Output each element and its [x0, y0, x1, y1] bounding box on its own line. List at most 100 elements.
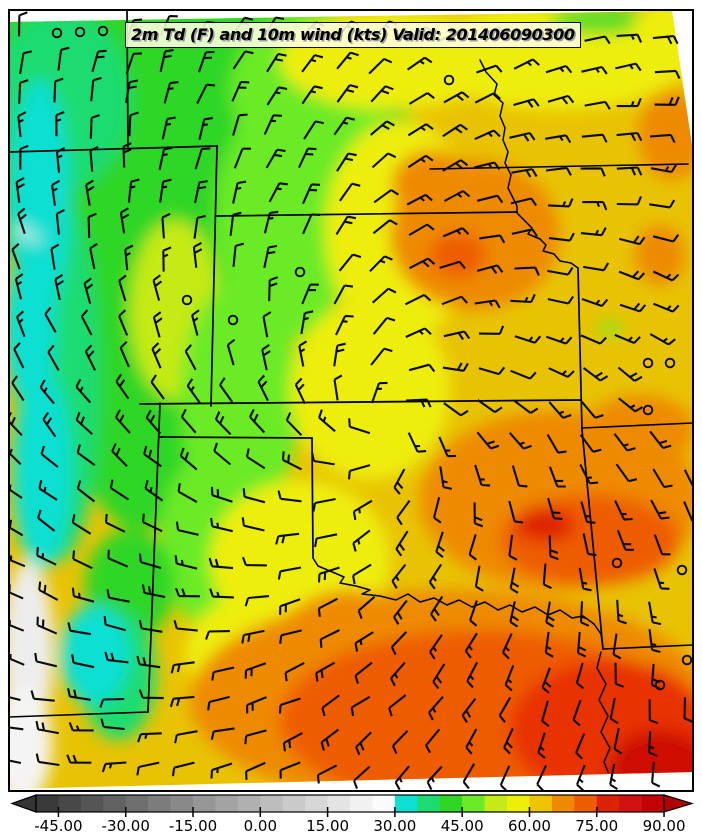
- wind-barb: [76, 480, 96, 503]
- wind-barb: [284, 661, 305, 682]
- wind-barb: [311, 452, 335, 466]
- wind-barb: [473, 502, 484, 528]
- wind-barb: [547, 94, 575, 105]
- wind-barb: [462, 763, 476, 790]
- border-tx-ar-river: [596, 651, 611, 773]
- wind-barb: [652, 468, 673, 489]
- border-co-ut: [210, 145, 218, 407]
- wind-barb: [17, 11, 28, 37]
- colorbar-segment: [484, 795, 508, 812]
- wind-barb: [333, 116, 355, 136]
- colorbar-segment: [193, 795, 216, 812]
- wind-barb: [510, 197, 537, 207]
- wind-barb: [161, 212, 171, 239]
- colorbar-tick-label: -15.00: [169, 817, 217, 835]
- wind-barb: [355, 731, 372, 756]
- wind-barb: [163, 81, 179, 104]
- wind-barb: [193, 214, 206, 239]
- wind-barb: [315, 661, 336, 682]
- wind-barb: [473, 161, 501, 171]
- wind-barb: [579, 464, 599, 485]
- border-37n-co-ks-south: [139, 399, 581, 405]
- wind-barb: [394, 765, 410, 791]
- wind-barb: [231, 80, 250, 102]
- colorbar-segment: [619, 795, 642, 812]
- wind-barb: [406, 193, 433, 206]
- wind-barb: [370, 120, 395, 136]
- wind-barb: [618, 270, 646, 281]
- wind-barb: [285, 412, 303, 436]
- wind-barb: [67, 688, 91, 701]
- calm-station-circle: [51, 27, 63, 39]
- wind-barb: [428, 696, 444, 721]
- wind-barb: [173, 620, 198, 632]
- wind-barb: [122, 142, 132, 168]
- wind-barb: [17, 207, 27, 235]
- wind-barb: [268, 182, 288, 203]
- wind-barb: [443, 91, 470, 104]
- wind-barb: [198, 117, 213, 140]
- wind-barb: [468, 534, 477, 561]
- wind-barb: [616, 131, 643, 142]
- wind-barb: [616, 97, 642, 108]
- wind-barb: [352, 563, 372, 585]
- colorbar-segment: [372, 795, 396, 812]
- border-ok-ar: [581, 429, 604, 650]
- wind-barb: [263, 210, 279, 234]
- calm-station-circle: [664, 357, 676, 369]
- wind-barb: [170, 661, 195, 674]
- wind-barb: [36, 616, 58, 635]
- wind-barb: [263, 244, 278, 269]
- wind-barb: [619, 302, 647, 313]
- wind-barb: [55, 147, 66, 173]
- wind-barb: [584, 35, 611, 45]
- wind-barb: [294, 377, 306, 405]
- wind-barb: [514, 266, 540, 276]
- border-mo-ar: [581, 422, 693, 429]
- colorbar-segment: [574, 795, 598, 812]
- border-missouri-river: [479, 59, 579, 269]
- wind-barb: [71, 587, 95, 603]
- wind-barb: [89, 114, 100, 139]
- wind-barb: [320, 728, 339, 751]
- wind-barb: [442, 362, 469, 372]
- wind-barb: [302, 213, 321, 235]
- wind-barb: [298, 147, 317, 169]
- wind-barb: [245, 448, 266, 470]
- wind-barb: [171, 761, 195, 777]
- wind-barb: [580, 501, 596, 524]
- wind-barb: [257, 374, 269, 402]
- colorbar-segment: [551, 795, 575, 812]
- colorbar-segment: [439, 795, 463, 812]
- wind-barb: [474, 129, 501, 141]
- wind-barb: [316, 764, 338, 784]
- wind-barb: [57, 46, 70, 71]
- wind-barb: [502, 633, 513, 660]
- wind-barb: [370, 85, 394, 103]
- colorbar-segment: [58, 795, 82, 812]
- wind-barb: [107, 549, 129, 568]
- calm-station-circle: [97, 25, 109, 37]
- wind-barb: [547, 497, 563, 521]
- wind-barb: [246, 696, 267, 714]
- wind-barb: [461, 697, 477, 724]
- wind-barb: [318, 409, 336, 433]
- wind-barb: [390, 661, 406, 687]
- wind-barb: [38, 479, 58, 501]
- wind-barb: [226, 338, 236, 366]
- wind-barb: [390, 631, 408, 656]
- wind-barb: [354, 631, 374, 652]
- wind-barb: [439, 466, 453, 490]
- wind-barb: [536, 764, 547, 791]
- wind-barb: [498, 696, 512, 723]
- colorbar-segment: [125, 795, 149, 812]
- wind-barb: [336, 84, 359, 103]
- wind-barb: [406, 398, 432, 408]
- colorbar-segment: [350, 795, 373, 812]
- wind-barb: [17, 111, 27, 138]
- wind-barb: [513, 58, 540, 70]
- wind-barb: [582, 200, 608, 211]
- wind-barb: [510, 369, 537, 380]
- wind-barb: [614, 333, 641, 344]
- wind-barb: [581, 65, 608, 75]
